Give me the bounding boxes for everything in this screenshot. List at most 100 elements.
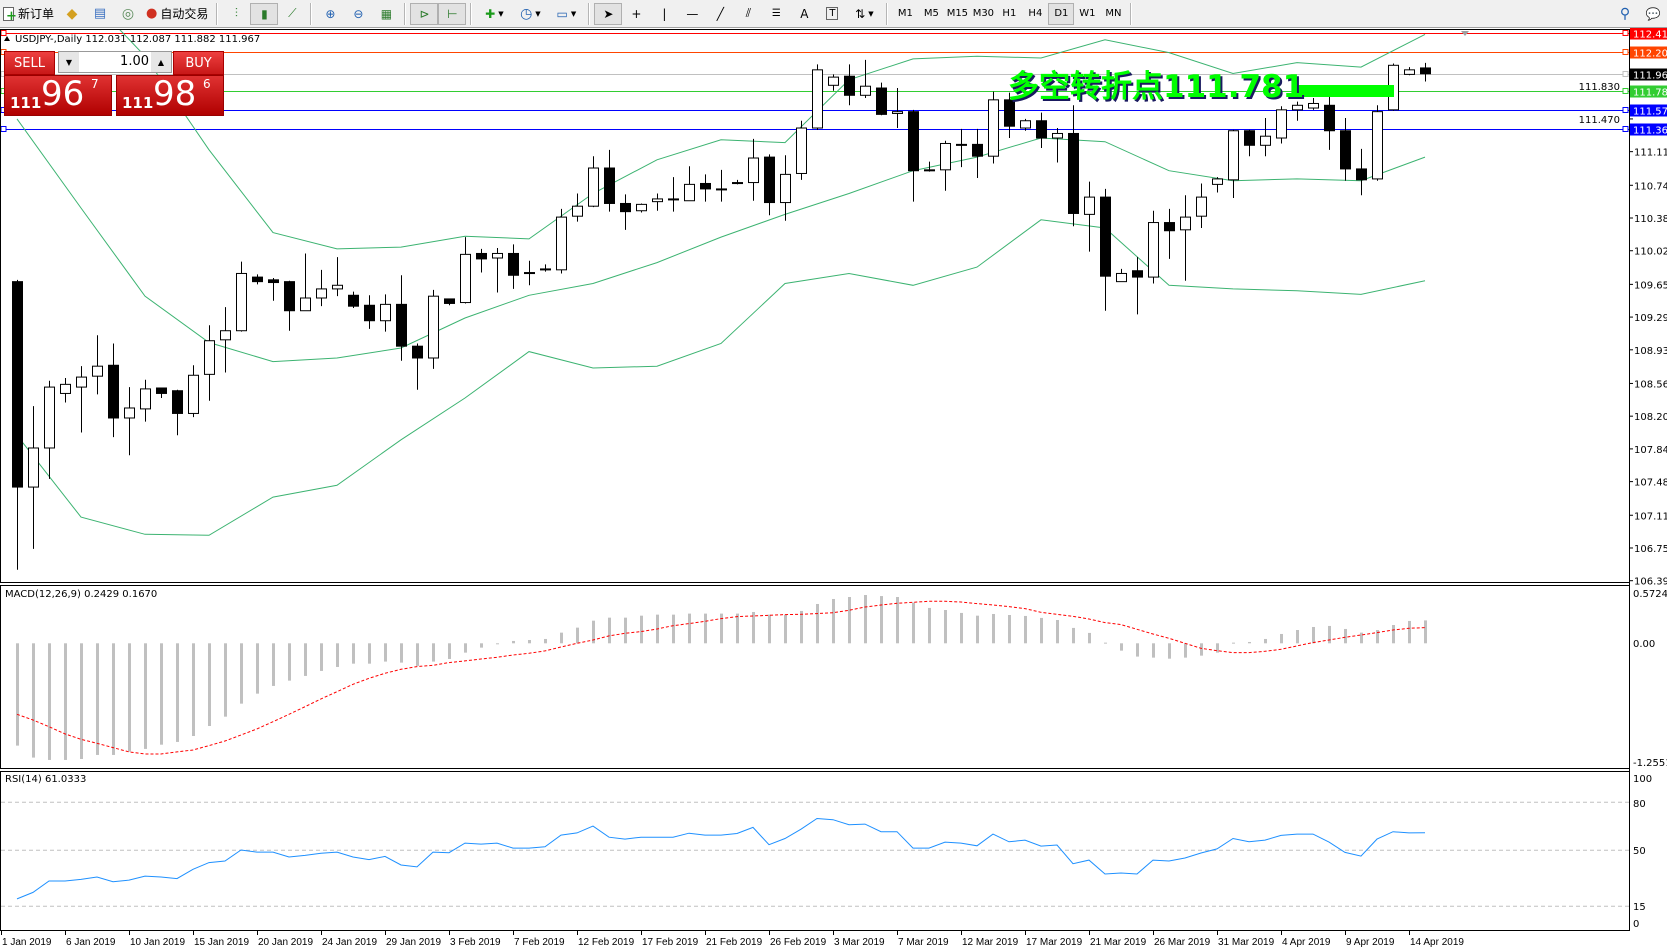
candle-body — [284, 281, 295, 312]
candle-body — [220, 330, 231, 341]
macd-histogram-bar — [512, 640, 515, 644]
candle — [300, 253, 311, 312]
macd-pane[interactable] — [16, 595, 1427, 760]
lot-increase-button[interactable]: ▲ — [151, 52, 171, 72]
candle-body — [572, 205, 583, 217]
candle — [1180, 195, 1191, 281]
periods-dropdown[interactable]: ◷ ▼ — [512, 3, 548, 25]
auto-scroll-button[interactable]: ⊳ — [410, 2, 439, 25]
lot-size-stepper[interactable]: ▼ 1.00 ▲ — [58, 51, 172, 73]
sell-price[interactable]: 111 96 7 — [4, 74, 112, 116]
lot-decrease-button[interactable]: ▼ — [59, 52, 79, 72]
candle — [1356, 148, 1367, 196]
price-pane[interactable]: 多空转折点111.781 — [1, 0, 1629, 570]
navigator-icon: ◎ — [121, 5, 135, 22]
candle — [1228, 129, 1239, 199]
timeframe-m5-button[interactable]: M5 — [923, 8, 939, 19]
macd-histogram-bar — [288, 643, 291, 681]
price-tick-label: 111.830 — [1579, 82, 1620, 93]
candlestick-chart-button[interactable]: ▮ — [250, 2, 279, 25]
candle — [44, 380, 55, 479]
price-axis[interactable]: 111.830 111.470 111.110 110.740 110.380 110.0… — [1579, 27, 1667, 588]
chevron-up-icon: ▲ — [157, 57, 165, 67]
candle — [684, 166, 695, 202]
market-watch-button[interactable]: ◆ — [58, 3, 86, 25]
date-label: 17 Feb 2019 — [642, 937, 699, 948]
timeframe-mn-button[interactable]: MN — [1105, 8, 1122, 19]
cursor-tool-button[interactable]: ➤ — [594, 2, 623, 25]
timeframe-h1-button[interactable]: H1 — [1002, 8, 1017, 19]
buy-button[interactable]: BUY — [173, 51, 224, 75]
candle-body — [108, 364, 119, 419]
arrows-dropdown[interactable]: ⇅ ▼ — [846, 3, 882, 25]
lot-size-input[interactable]: 1.00 — [120, 54, 149, 69]
timeframe-w1-button[interactable]: W1 — [1079, 8, 1096, 19]
rsi-pane[interactable] — [1, 801, 1629, 907]
chart-header: USDJPY-,Daily 112.031 112.087 111.882 11… — [4, 34, 260, 45]
macd-histogram-bar — [144, 643, 147, 749]
timeframe-m15-button[interactable]: M15 — [946, 8, 969, 19]
navigator-button[interactable]: ◎ — [114, 3, 142, 25]
zoom-in-button[interactable]: ⊕ — [316, 3, 344, 25]
vertical-line-tool-button[interactable]: | — [650, 3, 678, 25]
crosshair-tool-button[interactable]: + — [622, 3, 650, 25]
candle-body — [988, 99, 999, 157]
zoom-out-icon: ⊖ — [353, 6, 364, 21]
chart-shift-marker-icon[interactable] — [1461, 31, 1469, 36]
candle — [972, 128, 983, 179]
turning-point-zone-rect[interactable] — [1293, 85, 1394, 97]
text-label-tool-button[interactable]: T — [818, 3, 846, 25]
candle — [1196, 183, 1207, 229]
chat-button[interactable]: 💬 — [1639, 3, 1667, 25]
macd-histogram-bar — [592, 620, 595, 644]
buy-price[interactable]: 111 98 6 — [116, 74, 224, 116]
candle — [108, 343, 119, 438]
indicators-dropdown[interactable]: ✚ ▼ — [476, 3, 512, 25]
horizontal-line-tool-button[interactable]: — — [678, 3, 706, 25]
candle — [1036, 112, 1047, 149]
bar-chart-button[interactable]: ⫶ — [222, 3, 250, 25]
candle — [172, 389, 183, 436]
chart-shift-button[interactable]: ⊢ — [438, 2, 467, 25]
candle-body — [828, 76, 839, 86]
line-chart-button[interactable]: ⟋ — [278, 3, 306, 25]
toolbar-separator — [886, 2, 889, 25]
candle — [92, 335, 103, 395]
candle — [956, 128, 967, 168]
macd-histogram-bar — [1232, 642, 1235, 644]
fibonacci-tool-button[interactable]: ☰ — [762, 3, 790, 25]
macd-histogram-bar — [176, 643, 179, 742]
templates-dropdown[interactable]: ▭ ▼ — [548, 3, 584, 25]
zoom-out-button[interactable]: ⊖ — [344, 3, 372, 25]
new-order-button[interactable]: + 新订单 — [0, 3, 58, 25]
candle — [236, 261, 247, 332]
toolbar: + 新订单 ◆ ▤ ◎ ● 自动交易 ⫶ ▮ ⟋ ⊕ ⊖ ▦ ⊳ ⊢ ✚ ▼ ◷ ▼… — [0, 0, 1667, 28]
search-button[interactable]: ⚲ — [1611, 3, 1639, 25]
trendline-tool-button[interactable]: ╱ — [706, 3, 734, 25]
candle-body — [796, 127, 807, 174]
candle — [1068, 105, 1079, 227]
timeframe-h4-button[interactable]: H4 — [1028, 8, 1043, 19]
macd-histogram-bar — [1008, 615, 1011, 644]
candle-body — [716, 188, 727, 191]
collapse-triangle-icon[interactable] — [4, 36, 10, 41]
candle — [476, 248, 487, 273]
candle — [1404, 67, 1415, 76]
sell-button[interactable]: SELL — [4, 51, 55, 75]
timeframe-m1-button[interactable]: M1 — [897, 8, 913, 19]
candle-body — [668, 198, 679, 201]
timeframe-d1-button[interactable]: D1 — [1048, 2, 1075, 25]
auto-trading-button[interactable]: ● 自动交易 — [146, 6, 209, 21]
chat-icon: 💬 — [1645, 6, 1661, 21]
turning-point-label[interactable]: 多空转折点111.781 — [1008, 69, 1304, 105]
text-tool-button[interactable]: A — [790, 3, 818, 25]
date-label: 4 Apr 2019 — [1282, 937, 1331, 948]
channel-tool-button[interactable]: ⫽ — [734, 3, 762, 25]
add-indicator-icon: ✚ — [485, 6, 496, 21]
tile-windows-button[interactable]: ▦ — [372, 3, 400, 25]
timeframe-m30-button[interactable]: M30 — [972, 8, 995, 19]
data-window-button[interactable]: ▤ — [86, 3, 114, 25]
candle-body — [268, 279, 279, 284]
macd-histogram-bar — [1216, 643, 1219, 653]
